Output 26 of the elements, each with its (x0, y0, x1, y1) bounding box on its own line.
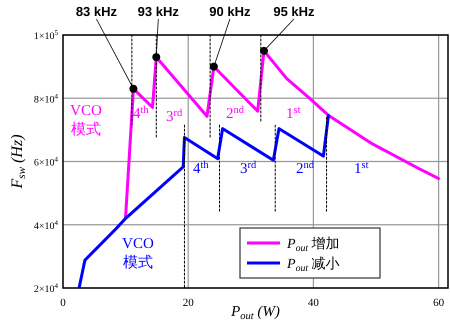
annotation: 4$^{th}$ (133, 104, 150, 122)
annotation: 4$^{th}$ (193, 160, 210, 177)
y-tick-label: 1×10$^{5}$ (34, 29, 58, 42)
x-tick-label: 40 (308, 297, 320, 309)
x-axis-title: P$_{out}$ (W) (230, 304, 280, 322)
y-tick-label: 6×10$^{4}$ (34, 156, 58, 168)
x-tick-label: 20 (182, 297, 194, 309)
legend-label: P$_{out}$ 增加 (286, 236, 340, 254)
annotation: 2$^{nd}$ (296, 160, 315, 177)
legend-label: P$_{out}$ 减小 (286, 256, 340, 274)
annotation: 1$^{st}$ (354, 160, 369, 177)
annotation: 3$^{rd}$ (166, 108, 183, 125)
annotation: 95 kHz (273, 4, 316, 19)
annotation: 2$^{nd}$ (226, 104, 245, 122)
y-tick-label: 2×10$^{4}$ (34, 282, 58, 295)
x-tick-label: 60 (433, 297, 445, 309)
x-tick-label: 0 (60, 297, 66, 309)
y-tick-label: 8×10$^{4}$ (34, 92, 58, 106)
annotation: 1$^{st}$ (286, 104, 301, 122)
annotation: VCO 模式 (122, 236, 154, 271)
annotation: 93 kHz (138, 4, 180, 19)
annotation: 3$^{rd}$ (240, 160, 257, 177)
y-tick-label: 4×10$^{4}$ (34, 218, 58, 232)
annotation: VCO 模式 (70, 103, 102, 138)
annotation: 90 kHz (209, 4, 251, 19)
annotation: 83 kHz (76, 4, 118, 19)
